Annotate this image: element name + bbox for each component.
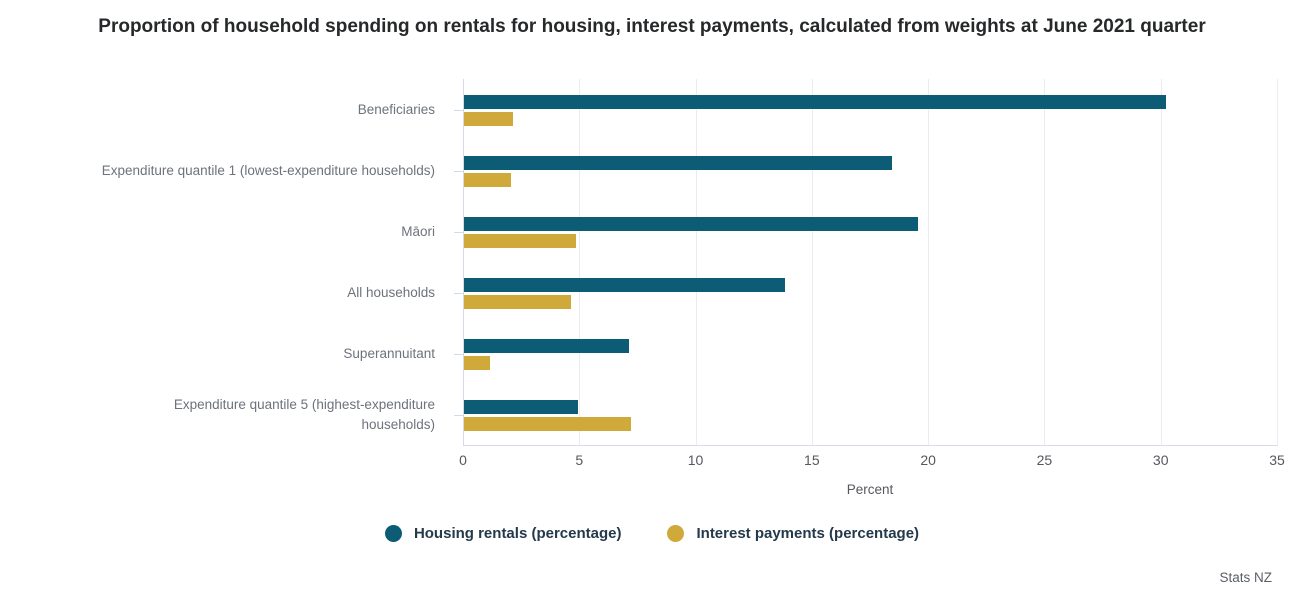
- legend-label: Housing rentals (percentage): [413, 525, 622, 543]
- axis-tick: [454, 232, 463, 234]
- gridline: [928, 79, 930, 446]
- bar-housing-rentals: [464, 156, 892, 171]
- bar-housing-rentals: [464, 217, 918, 232]
- axis-tick: [454, 293, 463, 295]
- x-tick-label: 30: [1152, 452, 1169, 469]
- legend-label: Interest payments (percentage): [696, 525, 920, 543]
- category-label: Expenditure quantile 1 (lowest-expenditu…: [101, 162, 435, 178]
- bar-housing-rentals: [464, 278, 785, 293]
- x-tick-label: 15: [804, 452, 820, 469]
- chart-title: Proportion of household spending on rent…: [98, 16, 1206, 37]
- bar-interest-payments: [464, 112, 513, 127]
- gridline: [1160, 79, 1162, 446]
- source-attribution: Stats NZ: [1219, 570, 1272, 585]
- category-labels: Beneficiaries Expenditure quantile 1 (low…: [0, 79, 463, 446]
- bar-housing-rentals: [464, 339, 630, 354]
- gridline: [1277, 79, 1278, 446]
- bar-interest-payments: [464, 234, 576, 249]
- legend-swatch-housing-rentals: [384, 525, 402, 543]
- bar-row: [464, 262, 1278, 323]
- category-label: All households: [347, 284, 435, 300]
- axis-tick: [454, 171, 463, 173]
- legend-item: Housing rentals (percentage): [384, 525, 622, 543]
- bar-row: [464, 79, 1278, 140]
- bar-row: [464, 140, 1278, 201]
- bar-interest-payments: [464, 356, 490, 371]
- bar-housing-rentals: [464, 95, 1167, 110]
- axis-tick: [454, 110, 463, 112]
- x-axis-title: Percent: [846, 482, 894, 498]
- x-tick-label: 20: [920, 452, 936, 469]
- legend-item: Interest payments (percentage): [667, 525, 920, 543]
- gridline: [695, 79, 697, 446]
- bar-interest-payments: [464, 173, 511, 188]
- axis-tick: [454, 354, 463, 356]
- x-tick-label: 25: [1036, 452, 1053, 469]
- legend: Housing rentals (percentage) Interest pay…: [0, 525, 1304, 543]
- plot-area: [454, 79, 1278, 447]
- gridline: [1044, 79, 1046, 446]
- x-tick-label: 35: [1269, 452, 1285, 469]
- gridline: [811, 79, 813, 446]
- x-axis-ticks: 0 5 10 15 20 25 30 35: [459, 452, 1285, 472]
- legend-swatch-interest-payments: [667, 525, 685, 543]
- bar-interest-payments: [464, 417, 632, 432]
- bar-row: [464, 323, 1278, 384]
- category-label: Superannuitant: [343, 345, 435, 361]
- bar-interest-payments: [464, 295, 571, 310]
- x-tick-label: 0: [459, 452, 467, 469]
- category-label: Māori: [401, 223, 435, 239]
- x-tick-label: 10: [687, 452, 704, 469]
- category-label: Beneficiaries: [357, 101, 435, 117]
- bar-row: [464, 201, 1278, 262]
- bar-row: [464, 384, 1278, 445]
- axis-tick: [454, 415, 463, 417]
- gridline: [579, 79, 581, 446]
- x-tick-label: 5: [575, 452, 584, 469]
- chart-area: Beneficiaries Expenditure quantile 1 (low…: [0, 79, 1304, 447]
- bar-housing-rentals: [464, 400, 578, 415]
- category-label: Expenditure quantile 5 (highest-expendit…: [173, 396, 435, 432]
